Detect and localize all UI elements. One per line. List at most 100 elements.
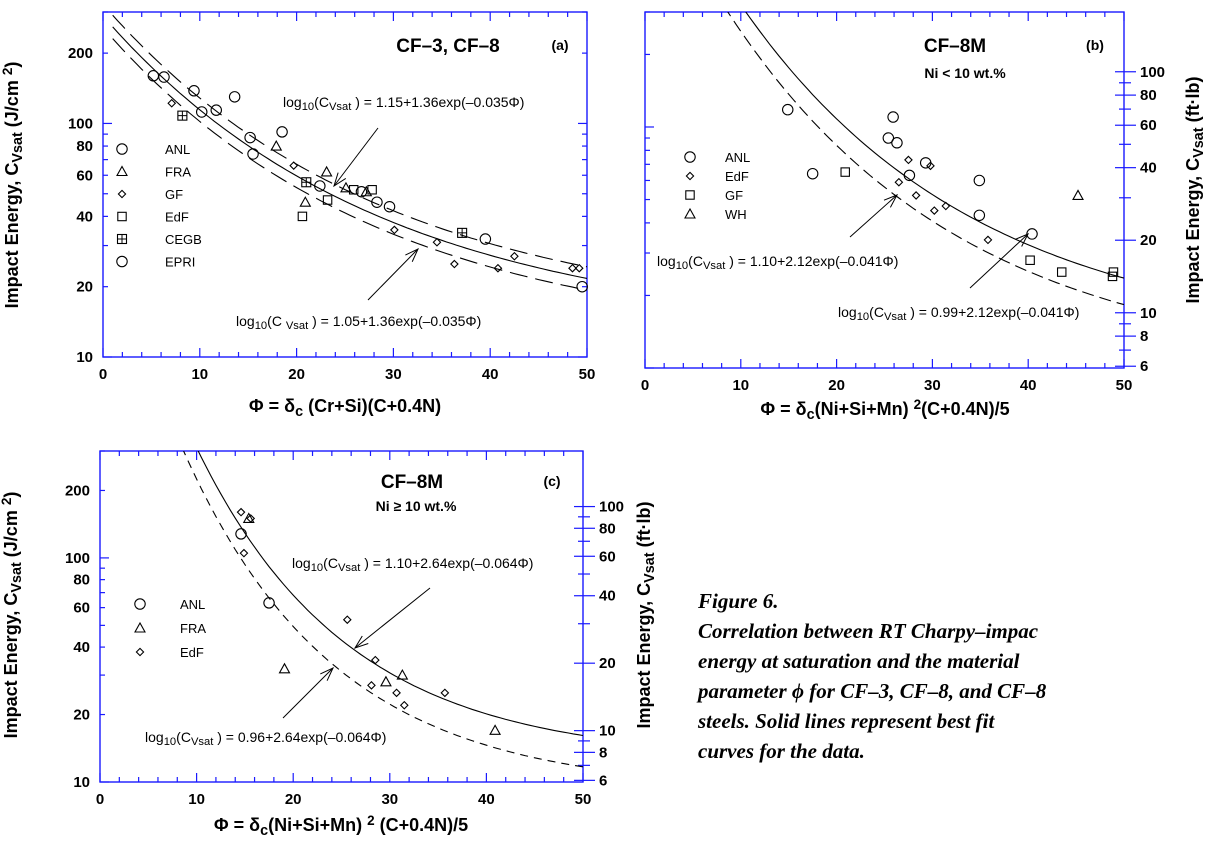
fit-equation-label: log10(CVsat ) = 1.10+2.12exp(–0.041Φ) (657, 253, 898, 272)
data-point-edf (894, 177, 904, 187)
legend-label: GF (725, 188, 743, 203)
caption-line: Correlation between RT Charpy–impac (698, 619, 1039, 643)
data-point-edf (322, 195, 333, 205)
data-point-cegb (457, 227, 468, 238)
y-tick-label: 80 (73, 572, 90, 589)
x-tick-label: 40 (1020, 377, 1037, 394)
data-point-edf (392, 688, 401, 698)
x-tick-label: 40 (478, 791, 495, 808)
y2-tick-label: 80 (599, 520, 616, 537)
data-point-edf (941, 201, 951, 211)
data-point-fra (360, 185, 373, 197)
data-point-gf (840, 167, 850, 177)
y2-tick-label: 20 (599, 655, 616, 672)
y2-tick-label: 60 (1140, 117, 1157, 134)
fit-curve-long-dash (112, 38, 587, 291)
arrow-head (333, 172, 347, 188)
fit-curve-solid (112, 26, 587, 279)
data-point-edf (367, 185, 377, 195)
data-point-edf (370, 655, 380, 665)
data-point-anl (891, 137, 903, 149)
data-point-gf (289, 161, 299, 170)
x-tick-label: 0 (641, 377, 649, 394)
x-tick-label: 20 (285, 791, 302, 808)
x-tick-label: 10 (188, 791, 205, 808)
panel-subtitle: Ni ≥ 10 wt.% (376, 498, 457, 514)
chart-panel-b: 0 10 20 30 40 50 6 8 10 20 40 60 80 100 ANL EdF GF WH CF–8… (641, 11, 1207, 423)
data-point-anl (973, 174, 986, 187)
data-point-anl (383, 200, 396, 213)
data-point-anl (244, 131, 256, 144)
y2-tick-label: 10 (599, 723, 616, 740)
annotation-arrow (367, 248, 419, 301)
legend-label: EdF (725, 169, 749, 184)
data-point-anl (147, 70, 160, 82)
data-point-anl (903, 169, 916, 182)
data-point-anl (195, 106, 208, 118)
arrow-head (883, 194, 899, 208)
data-point-gf (493, 263, 503, 273)
x-tick-label: 30 (381, 791, 398, 808)
y-tick-label: 40 (76, 208, 93, 225)
legend-label: FRA (180, 621, 206, 636)
data-point-anl (263, 597, 275, 609)
legend-marker-gf (117, 189, 127, 199)
data-point-edf (904, 155, 913, 165)
chart-panel-a: 0 10 20 30 40 50 10 20 40 60 80 100 200 ANL FRA GF EdF CE… (0, 11, 595, 420)
fit-equation-label: log10(CVsat ) = 0.99+2.12exp(–0.041Φ) (838, 304, 1079, 323)
data-point-anl (235, 528, 247, 540)
data-point-edf (236, 507, 246, 517)
caption-figure-label: Figure 6. (698, 589, 779, 613)
panel-label: (b) (1086, 37, 1104, 53)
chart-panel-c: 0 10 20 30 40 50 10 20 40 60 80 100 200 6 8 10 20 40 60 80 1… (0, 450, 658, 839)
arrow-head (405, 247, 420, 262)
legend-label: WH (725, 207, 747, 222)
legend-marker-anl (684, 151, 696, 163)
legend-marker-fra (116, 165, 128, 177)
legend-marker-edf (135, 647, 145, 657)
fit-equation-label: log10(C Vsat ) = 1.05+1.36exp(–0.035Φ) (236, 313, 481, 332)
legend-label: EdF (165, 210, 189, 225)
x-axis-title: Φ = δc (Cr+Si)(C+0.4N) (249, 396, 441, 420)
data-point-edf (239, 548, 249, 558)
x-tick-label: 20 (828, 377, 845, 394)
y-tick-label: 200 (65, 482, 90, 499)
fit-curve-solid (745, 12, 1124, 279)
data-point-gf (167, 98, 177, 108)
data-point-gf (450, 259, 459, 269)
data-point-wh (1072, 189, 1084, 200)
legend-label: ANL (180, 597, 205, 612)
data-point-edf (911, 191, 921, 200)
caption-line: energy at saturation and the material (698, 649, 1020, 673)
data-point-edf (246, 514, 256, 523)
y-tick-label: 100 (68, 115, 93, 132)
arrow-head (1014, 233, 1030, 247)
legend-label: EPRI (165, 255, 195, 270)
data-point-fra (380, 675, 392, 687)
data-point-edf (926, 161, 935, 171)
x-tick-label: 0 (96, 791, 104, 808)
data-point-anl (188, 85, 200, 97)
legend-label: ANL (725, 150, 750, 165)
x-tick-label: 30 (924, 377, 941, 394)
data-point-anl (314, 180, 326, 192)
legend-marker-wh (684, 207, 696, 219)
data-point-anl (882, 132, 895, 144)
data-point-anl (210, 104, 223, 116)
data-point-fra (320, 165, 333, 177)
y2-tick-label: 80 (1140, 87, 1157, 104)
data-point-fra (242, 512, 255, 524)
data-point-fra (340, 181, 352, 193)
y-tick-label: 100 (65, 550, 90, 567)
data-point-edf (983, 235, 993, 245)
y2-tick-label: 40 (1140, 160, 1157, 177)
legend-marker-gf (685, 190, 695, 200)
data-point-gf (1025, 255, 1035, 265)
data-point-anl (887, 111, 899, 123)
y-tick-label: 10 (76, 349, 93, 366)
data-point-anl (781, 103, 794, 116)
x-tick-label: 10 (732, 377, 749, 394)
data-point-edf (440, 688, 450, 698)
legend-marker-epri (116, 255, 128, 268)
legend-label: GF (165, 187, 183, 202)
